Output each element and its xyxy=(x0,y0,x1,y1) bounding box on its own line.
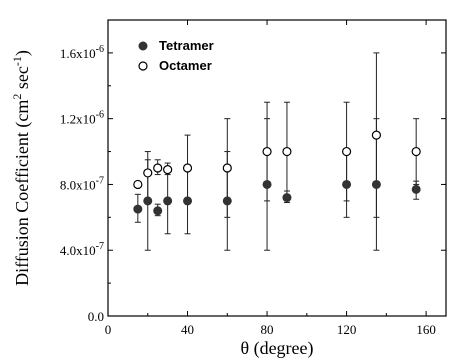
plot-frame xyxy=(107,19,447,317)
legend: Tetramer Octamer xyxy=(138,38,214,73)
y-axis: 0.04.0x10-78.0x10-71.2x10-61.6x10-6 xyxy=(60,44,446,324)
y-tick-label-exponent: -6 xyxy=(96,110,104,121)
octamer-point xyxy=(143,168,153,178)
y-tick-label-base: 0.0 xyxy=(88,309,104,324)
y-tick-label: 0.0 xyxy=(88,309,104,324)
y-tick-label: 1.2x10-6 xyxy=(60,110,104,127)
y-tick-label-base: 1.6x10 xyxy=(60,46,96,61)
y-tick-label-exponent: -7 xyxy=(96,241,104,252)
tetramer-point xyxy=(411,184,421,194)
tetramer-point xyxy=(222,196,232,206)
tetramer-point xyxy=(262,179,272,189)
y-axis-title-sup-2: -1 xyxy=(10,56,24,66)
legend-marker-tetramer xyxy=(138,41,148,51)
tetramer-point xyxy=(342,179,352,189)
y-axis-title-end: ) xyxy=(12,50,33,56)
tetramer-point xyxy=(183,196,193,206)
octamer-point xyxy=(153,163,163,173)
y-tick-label: 4.0x10-7 xyxy=(60,241,104,258)
x-axis: 0 40 80 120 160 xyxy=(105,20,436,337)
octamer-point xyxy=(341,146,352,157)
legend-marker-octamer xyxy=(138,61,148,71)
octamer-point xyxy=(182,163,193,173)
octamer-point xyxy=(411,146,421,157)
octamer-point xyxy=(222,163,232,173)
legend-label-octamer: Octamer xyxy=(159,58,212,73)
y-axis-title-main: Diffusion Coefficient (cm xyxy=(12,100,33,286)
x-tick-label: 120 xyxy=(337,322,357,337)
y-axis-title-mid: sec xyxy=(12,66,32,93)
x-tick-label: 0 xyxy=(105,322,112,337)
y-axis-title-sup-1: 2 xyxy=(10,94,24,100)
tetramer-point xyxy=(371,179,381,189)
y-tick-label: 8.0x10-7 xyxy=(60,175,104,192)
octamer-point xyxy=(282,146,292,157)
legend-label-tetramer: Tetramer xyxy=(159,38,214,53)
y-tick-label-exponent: -7 xyxy=(96,175,104,186)
plot-area-border xyxy=(107,19,447,317)
y-tick-label-base: 4.0x10 xyxy=(60,243,96,258)
octamer-point xyxy=(262,146,272,157)
y-axis-title: Diffusion Coefficient (cm2 sec-1) xyxy=(10,50,33,286)
y-tick-label-base: 8.0x10 xyxy=(60,177,96,192)
x-axis-title: θ (degree) xyxy=(240,338,313,359)
y-tick-label-exponent: -6 xyxy=(96,44,104,55)
y-tick-label: 1.6x10-6 xyxy=(60,44,104,61)
tetramer-point xyxy=(282,193,292,203)
tetramer-point xyxy=(163,196,173,206)
tetramer-point xyxy=(153,206,163,216)
data-markers xyxy=(133,130,421,216)
tetramer-point xyxy=(133,204,143,214)
tetramer-point xyxy=(143,196,153,206)
x-tick-label: 40 xyxy=(181,322,194,337)
octamer-point xyxy=(371,130,382,140)
x-tick-label: 160 xyxy=(416,322,436,337)
octamer-point xyxy=(133,179,143,190)
x-tick-label: 80 xyxy=(261,322,274,337)
y-tick-label-base: 1.2x10 xyxy=(60,112,96,127)
octamer-point xyxy=(163,165,173,175)
